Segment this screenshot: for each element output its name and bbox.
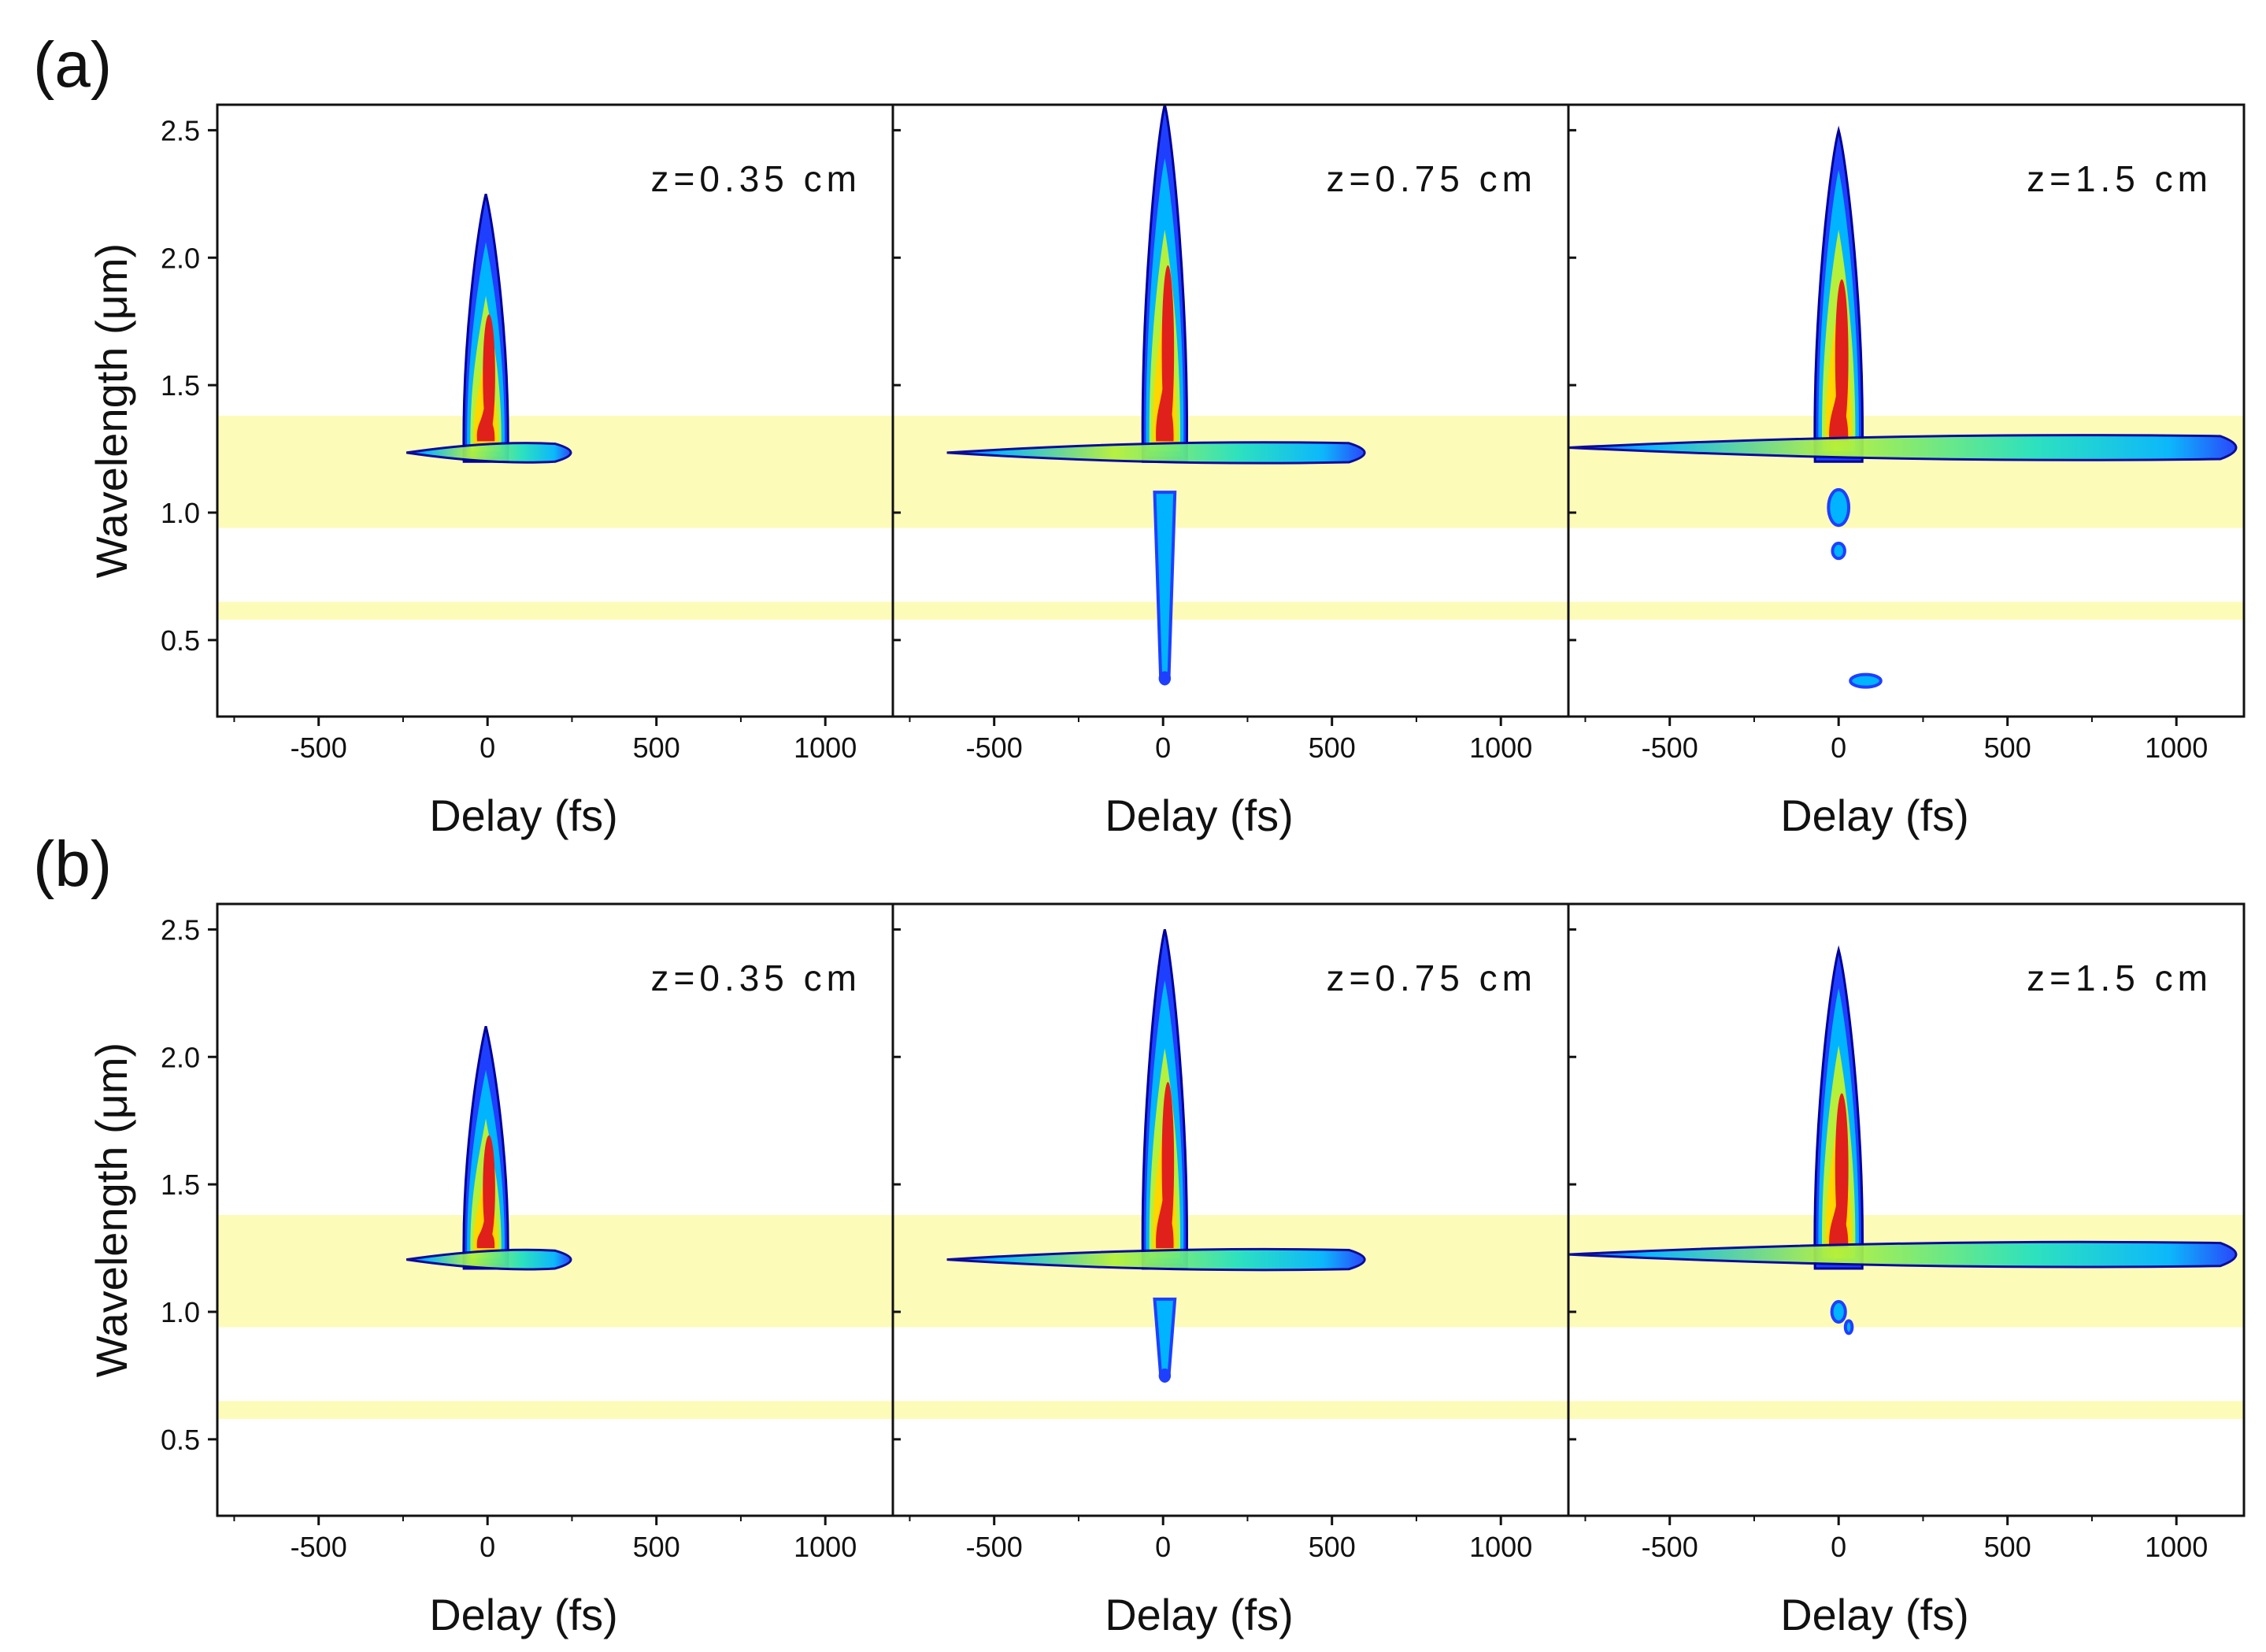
- spectral-island-mark: [1843, 1319, 1854, 1335]
- stretched-pulse-mark: [406, 442, 572, 464]
- y-tick-label: 2.5: [161, 114, 200, 146]
- y-tick-label: 1.0: [161, 497, 200, 529]
- x-tick-label: -500: [291, 1531, 347, 1563]
- x-tick-label: -500: [966, 1531, 1023, 1563]
- stretched-pulse-mark: [946, 1247, 1366, 1272]
- x-axis-title: Delay (fs): [1105, 791, 1294, 840]
- x-tick-label: 500: [633, 732, 680, 764]
- highlight-band: [217, 1214, 893, 1328]
- panel: -500 0 500 1000 0.5 1.0 1.5 2.0 2.5 Delay (fs) z=0…: [161, 902, 894, 1639]
- blue-shift-mark: [1153, 1297, 1177, 1377]
- highlight-band: [1568, 1214, 2244, 1328]
- panel: -500 0 500 1000 Delay (fs) z=1.5 cm: [1567, 103, 2246, 840]
- highlight-band: [1568, 602, 2244, 620]
- y-tick-label: 2.5: [161, 913, 200, 946]
- x-tick-label: 1000: [2145, 1531, 2208, 1563]
- x-tick-label: 1000: [794, 1531, 857, 1563]
- z-annotation: z=0.35 cm: [651, 158, 862, 199]
- blue-shift-tip-mark: [1158, 671, 1172, 686]
- x-tick-label: 0: [1155, 1531, 1171, 1563]
- highlight-band: [893, 1401, 1568, 1419]
- row-label: (a): [33, 29, 112, 101]
- z-annotation: z=1.5 cm: [2027, 957, 2212, 998]
- y-tick-label: 1.5: [161, 1169, 200, 1201]
- x-axis-title: Delay (fs): [429, 1590, 618, 1639]
- spectral-core-mark: [1835, 279, 1849, 436]
- x-tick-label: 1000: [1469, 1531, 1532, 1563]
- x-tick-label: 500: [1984, 732, 2031, 764]
- highlight-band: [217, 415, 893, 528]
- highlight-band: [217, 602, 893, 620]
- highlight-band: [893, 602, 1568, 620]
- plot-area: [1568, 945, 2244, 1419]
- x-tick-label: -500: [291, 732, 347, 764]
- y-tick-label: 0.5: [161, 1424, 200, 1456]
- panel: -500 0 500 1000 Delay (fs) z=0.75 cm: [891, 103, 1570, 840]
- highlight-band: [1568, 1401, 2244, 1419]
- stretched-pulse-mark: [1568, 434, 2238, 461]
- plot-area: [217, 193, 893, 620]
- stretched-pulse-mark: [406, 1248, 572, 1271]
- plot-area: [217, 1026, 893, 1419]
- x-tick-label: 0: [1155, 732, 1171, 764]
- plot-area: [893, 105, 1568, 686]
- spectral-island-mark: [1849, 672, 1883, 689]
- panel: -500 0 500 1000 0.5 1.0 1.5 2.0 2.5 Delay (fs) z=0…: [161, 103, 894, 840]
- x-tick-label: -500: [1642, 732, 1698, 764]
- x-tick-label: -500: [1642, 1531, 1698, 1563]
- x-tick-label: 0: [1831, 1531, 1846, 1563]
- y-tick-label: 2.0: [161, 242, 200, 274]
- x-tick-label: 0: [479, 732, 495, 764]
- x-tick-label: 500: [1309, 1531, 1356, 1563]
- spectral-core-mark: [1835, 1093, 1849, 1243]
- x-axis-title: Delay (fs): [1780, 1590, 1969, 1639]
- plot-area: [1568, 125, 2244, 689]
- spectral-island-mark: [1830, 1300, 1847, 1324]
- panel: -500 0 500 1000 Delay (fs) z=0.75 cm: [891, 902, 1570, 1639]
- z-annotation: z=0.75 cm: [1327, 957, 1538, 998]
- highlight-band: [893, 415, 1568, 528]
- y-tick-label: 1.5: [161, 369, 200, 402]
- spectral-core-mark: [483, 314, 495, 436]
- y-tick-label: 0.5: [161, 624, 200, 657]
- z-annotation: z=0.75 cm: [1327, 158, 1538, 199]
- blue-shift-mark: [1153, 491, 1177, 680]
- z-annotation: z=1.5 cm: [2027, 158, 2212, 199]
- x-tick-label: 0: [479, 1531, 495, 1563]
- x-tick-label: 0: [1831, 732, 1846, 764]
- plot-area: [893, 929, 1568, 1419]
- x-tick-label: 1000: [2145, 732, 2208, 764]
- spectral-core-mark: [1161, 265, 1175, 436]
- stretched-pulse-mark: [1568, 1240, 2238, 1269]
- x-tick-label: 500: [1984, 1531, 2031, 1563]
- spectral-island-mark: [1831, 541, 1846, 561]
- x-tick-label: 500: [1309, 732, 1356, 764]
- panel-frame: [1567, 103, 2246, 718]
- y-axis-title: Wavelength (μm): [87, 1043, 136, 1377]
- y-axis-title: Wavelength (μm): [87, 243, 136, 578]
- y-tick-label: 1.0: [161, 1296, 200, 1328]
- spectral-core-mark: [1161, 1082, 1175, 1243]
- x-axis-title: Delay (fs): [429, 791, 618, 840]
- y-tick-label: 2.0: [161, 1041, 200, 1073]
- panel-frame: [1567, 902, 2246, 1517]
- panel: -500 0 500 1000 Delay (fs) z=1.5 cm: [1567, 902, 2246, 1639]
- blue-shift-tip-mark: [1158, 1368, 1172, 1383]
- spectral-core-mark: [483, 1135, 495, 1243]
- highlight-band: [893, 1214, 1568, 1328]
- x-tick-label: 1000: [1469, 732, 1532, 764]
- x-tick-label: 1000: [794, 732, 857, 764]
- stretched-pulse-mark: [946, 441, 1366, 465]
- highlight-band: [217, 1401, 893, 1419]
- x-axis-title: Delay (fs): [1105, 1590, 1294, 1639]
- highlight-band: [1568, 415, 2244, 528]
- x-axis-title: Delay (fs): [1780, 791, 1969, 840]
- spectral-island-mark: [1827, 487, 1851, 528]
- z-annotation: z=0.35 cm: [651, 957, 862, 998]
- x-tick-label: -500: [966, 732, 1023, 764]
- row-label: (b): [33, 828, 112, 900]
- x-tick-label: 500: [633, 1531, 680, 1563]
